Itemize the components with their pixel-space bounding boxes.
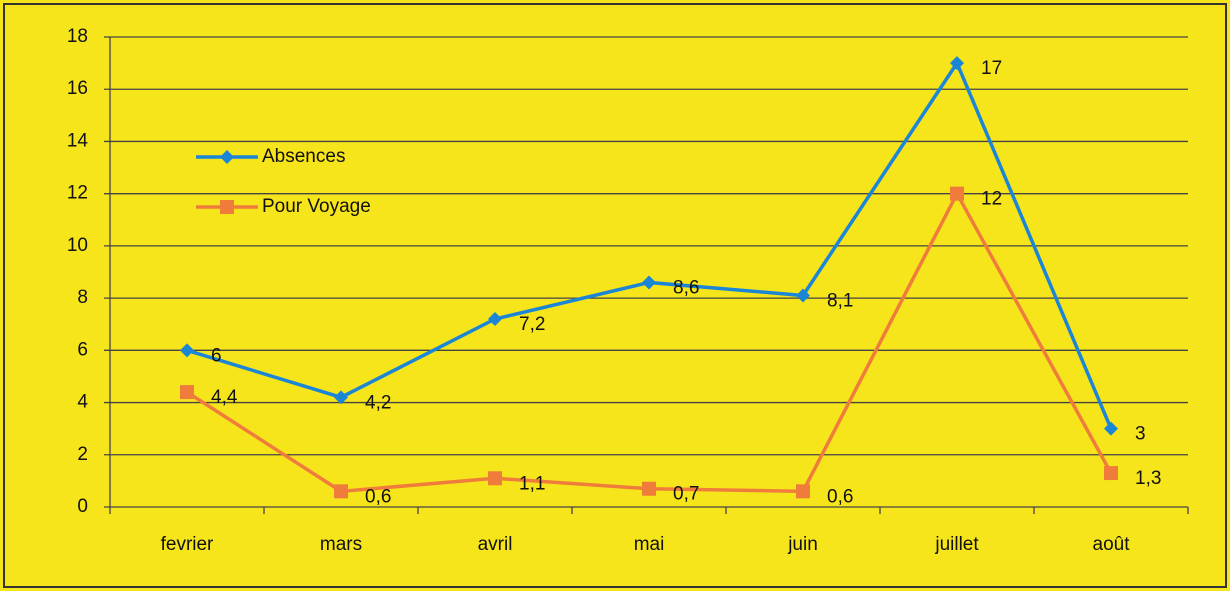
data-label: 1,1: [519, 473, 545, 494]
y-tick-label: 16: [67, 78, 88, 99]
data-point: [950, 186, 964, 201]
x-tick-label: mars: [320, 534, 362, 555]
legend-marker: [220, 150, 234, 164]
data-label: 3: [1135, 424, 1146, 445]
y-tick-label: 8: [77, 287, 88, 308]
data-point: [1104, 421, 1118, 436]
data-label: 12: [981, 189, 1002, 210]
data-point: [180, 385, 194, 400]
data-point: [180, 343, 194, 358]
data-point: [334, 484, 348, 499]
data-label: 8,1: [827, 291, 853, 312]
data-label: 7,2: [519, 314, 545, 335]
data-label: 0,6: [827, 486, 853, 507]
data-point: [488, 312, 502, 326]
data-point: [1104, 466, 1118, 481]
data-point: [334, 390, 348, 405]
data-label: 17: [981, 58, 1002, 79]
y-tick-label: 2: [77, 444, 88, 465]
y-tick-label: 18: [67, 26, 88, 47]
data-point: [488, 471, 502, 486]
data-point: [796, 288, 810, 303]
legend-marker: [220, 200, 234, 214]
data-point: [950, 56, 964, 71]
y-tick-label: 12: [67, 183, 88, 204]
data-point: [642, 275, 656, 290]
x-tick-label: juillet: [934, 534, 979, 555]
y-tick-label: 14: [67, 130, 89, 151]
data-label: 4,2: [365, 392, 391, 413]
y-tick-label: 0: [77, 496, 88, 517]
y-tick-label: 4: [77, 392, 88, 413]
x-tick-label: fevrier: [161, 534, 214, 555]
data-label: 8,6: [673, 277, 699, 298]
x-tick-label: avril: [478, 534, 513, 555]
x-tick-label: mai: [634, 534, 665, 555]
legend-label: Absences: [262, 146, 345, 167]
x-tick-label: août: [1093, 534, 1131, 555]
x-tick-label: juin: [787, 534, 818, 555]
y-tick-label: 6: [77, 339, 88, 360]
data-point: [796, 484, 810, 499]
data-label: 0,7: [673, 484, 699, 505]
legend-label: Pour Voyage: [262, 196, 371, 217]
data-label: 6: [211, 345, 222, 366]
data-label: 1,3: [1135, 468, 1161, 489]
chart-frame: [3, 3, 1227, 588]
data-point: [642, 481, 656, 496]
data-label: 0,6: [365, 486, 391, 507]
y-tick-label: 10: [67, 235, 88, 256]
data-label: 4,4: [211, 387, 238, 408]
